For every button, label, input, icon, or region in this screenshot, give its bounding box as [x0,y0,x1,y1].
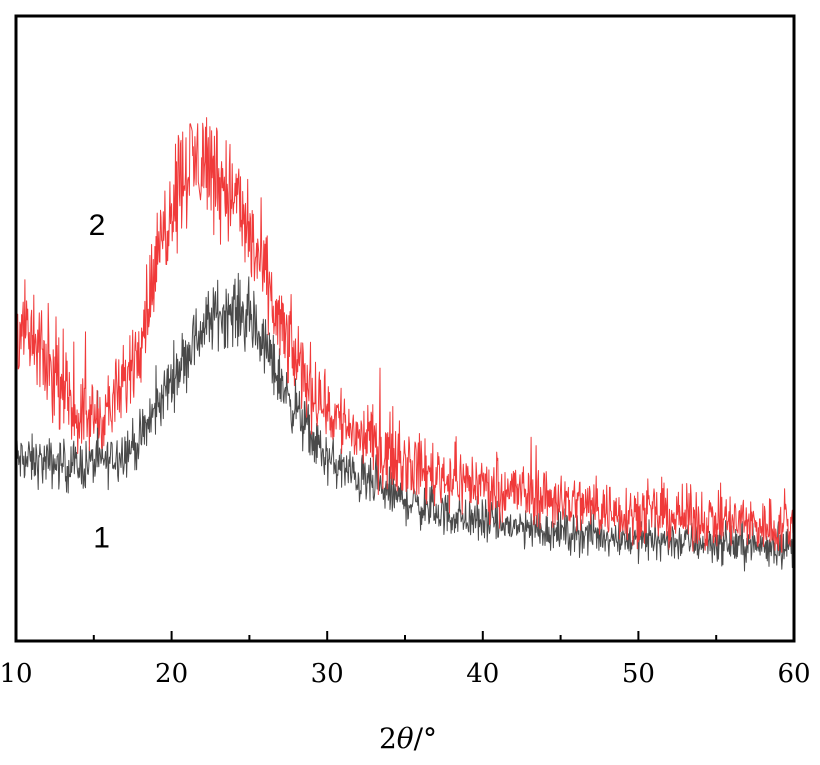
series-line-2 [15,117,795,553]
x-tick-label: 50 [622,659,655,689]
x-tick-label: 40 [466,659,499,689]
x-axis: 10 20 30 40 50 60 [0,631,811,689]
annotation-layer: 21 [89,209,110,555]
x-tick-label: 30 [311,659,344,689]
series-line-1 [15,272,795,572]
x-axis-title: 2θ/° [379,722,437,755]
x-tick-label: 10 [0,659,33,689]
series-layer [15,117,795,572]
series-label-1: 1 [93,521,110,554]
series-label-2: 2 [89,209,106,242]
x-tick-label: 60 [777,659,810,689]
x-tick-label: 20 [155,659,188,689]
